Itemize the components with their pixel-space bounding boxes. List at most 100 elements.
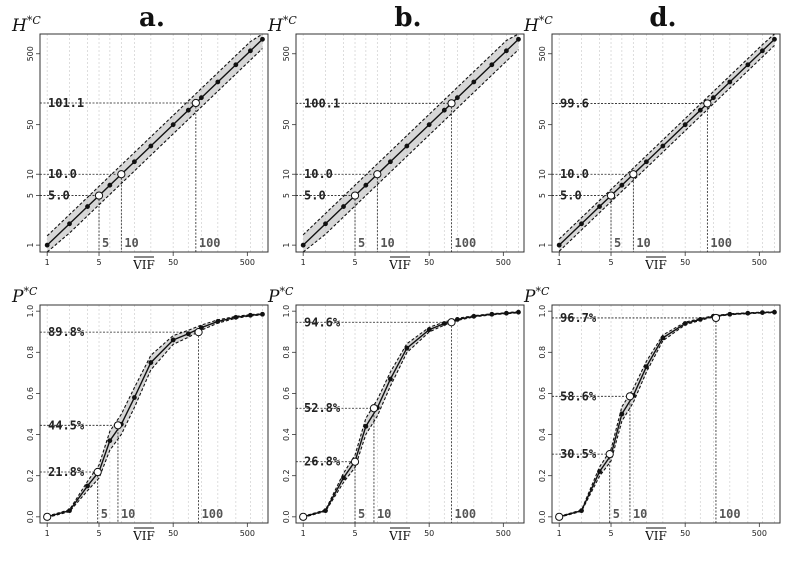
y-tick-label: 0.6 <box>282 387 291 400</box>
reference-label: 10.0 <box>304 167 333 181</box>
x-tick-label: 500 <box>240 258 255 267</box>
data-point <box>170 337 176 343</box>
x-tick-label: 5 <box>352 529 357 538</box>
data-point <box>745 62 751 68</box>
open-point <box>629 170 638 179</box>
y-axis-label-superscript: *C <box>535 285 550 298</box>
vline-label: 10 <box>633 507 647 521</box>
data-point <box>215 319 221 324</box>
x-tick-label: 1 <box>557 529 562 538</box>
data-point <box>727 311 733 317</box>
reference-label: 10.0 <box>560 167 589 181</box>
y-tick-label: 1.0 <box>282 305 291 318</box>
reference-label: 96.7% <box>560 311 597 325</box>
lower-bound-line <box>558 45 775 252</box>
data-point <box>556 242 562 248</box>
data-point <box>441 107 447 113</box>
y-tick-label: 1 <box>26 243 35 248</box>
reference-label: 58.6% <box>560 389 597 403</box>
y-tick-label: 1 <box>282 243 291 248</box>
vline-label: 5 <box>614 236 621 250</box>
y-axis-label-base: H <box>523 16 540 36</box>
data-point <box>233 62 239 68</box>
y-axis-label-superscript: *C <box>283 14 298 27</box>
series-line <box>46 38 263 246</box>
plot-frame <box>551 33 781 253</box>
y-axis-label-base: P <box>11 287 24 307</box>
open-point <box>447 99 456 108</box>
plot-frame <box>551 304 781 524</box>
x-tick-label: 1 <box>45 529 50 538</box>
y-tick-label: 0.0 <box>26 510 35 523</box>
x-tick-label: 500 <box>752 258 767 267</box>
data-point <box>682 321 688 326</box>
panel-a-bottom: 21.8% 44.5% 89.8% 5 10 100 1 5 50 500 0.0 0.2 0.4 0.6… <box>11 285 269 543</box>
reference-label: 99.6 <box>560 96 589 110</box>
y-tick-label: 50 <box>282 120 291 130</box>
vline-label: 10 <box>636 236 650 250</box>
data-point <box>489 311 495 317</box>
data-point <box>682 122 688 128</box>
panel-d-bottom: 30.5% 58.6% 96.7% 5 10 100 1 5 50 500 0.0 0.2 0.4 0.6… <box>523 285 781 543</box>
data-point <box>85 204 90 209</box>
y-axis-label-superscript: *C <box>279 285 294 298</box>
open-point <box>711 313 721 323</box>
y-tick-label: 5 <box>538 193 547 198</box>
x-tick-label: 500 <box>496 529 511 538</box>
data-point <box>185 331 191 337</box>
y-tick-label: 0.0 <box>538 510 547 523</box>
data-point <box>471 313 477 319</box>
confidence-band <box>559 311 775 518</box>
x-tick-label: 50 <box>424 529 434 538</box>
data-point <box>660 143 666 149</box>
y-tick-label: 10 <box>26 169 35 179</box>
reference-label: 100.1 <box>304 96 340 110</box>
series-line <box>558 311 775 518</box>
lower-bound-line <box>46 48 263 253</box>
x-axis-label: VIF <box>132 529 155 543</box>
data-point <box>454 95 460 101</box>
data-point <box>759 310 765 316</box>
data-point <box>772 36 777 42</box>
upper-bound-line <box>559 311 775 517</box>
y-axis-label: H*C <box>523 14 553 36</box>
data-point <box>643 364 649 370</box>
data-point <box>404 143 410 149</box>
reference-label: 5.0 <box>304 189 326 203</box>
vline-label: 100 <box>454 507 476 521</box>
panel-b-top: 5.0 10.0 100.1 5 10 100 1 5 50 500 1 5 10 50 500 VIF H*C <box>267 14 525 272</box>
x-axis-label: VIF <box>388 258 411 272</box>
y-tick-label: 0.4 <box>26 428 35 441</box>
data-point <box>341 475 346 481</box>
data-point <box>697 107 703 113</box>
plot-frame <box>39 33 269 253</box>
y-axis-label-superscript: *C <box>23 285 38 298</box>
x-tick-label: 1 <box>45 258 50 267</box>
data-point <box>170 122 176 128</box>
y-axis-label-base: H <box>11 16 28 36</box>
reference-label: 26.8% <box>304 455 341 469</box>
vline-label: 10 <box>380 236 394 250</box>
data-point <box>426 327 432 333</box>
y-tick-label: 10 <box>282 169 291 179</box>
y-tick-label: 500 <box>282 46 291 61</box>
panel-letters: a. b. d. <box>139 3 677 33</box>
y-tick-label: 1.0 <box>538 305 547 318</box>
x-tick-label: 1 <box>557 258 562 267</box>
x-tick-label: 500 <box>240 529 255 538</box>
data-point <box>772 309 777 315</box>
reference-label: 44.5% <box>48 418 85 432</box>
open-point <box>94 191 104 200</box>
x-axis-label: VIF <box>388 529 411 543</box>
panel-letter-a: a. <box>139 3 165 33</box>
open-point <box>555 512 564 521</box>
vline-label: 5 <box>101 507 108 521</box>
data-point <box>363 423 369 429</box>
x-axis-label: VIF <box>644 258 667 272</box>
data-point <box>516 36 521 42</box>
y-tick-label: 500 <box>26 46 35 61</box>
y-tick-label: 50 <box>26 120 35 130</box>
y-axis-label: H*C <box>267 14 297 36</box>
